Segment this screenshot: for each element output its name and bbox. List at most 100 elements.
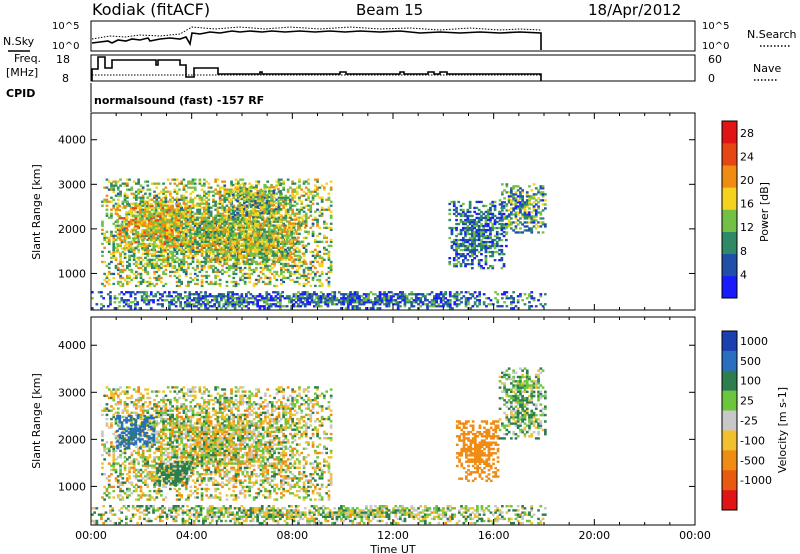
power-cell — [263, 224, 266, 227]
power-cell — [484, 220, 488, 224]
power-cell — [182, 196, 186, 199]
power-cell — [261, 272, 265, 276]
power-cell — [279, 226, 282, 229]
power-cell — [128, 250, 131, 253]
power-cell — [141, 217, 144, 220]
power-cell — [484, 255, 488, 258]
power-cell — [286, 270, 290, 274]
power-cell — [482, 244, 485, 248]
power-cell — [329, 268, 333, 272]
power-cell — [239, 276, 242, 280]
power-cell — [534, 211, 538, 214]
power-cell — [229, 201, 233, 205]
power-cell — [254, 246, 257, 249]
power-cell — [276, 297, 280, 300]
power-cell — [318, 264, 322, 268]
power-cell — [218, 202, 222, 205]
power-cell — [186, 301, 189, 304]
power-cell — [267, 205, 271, 209]
power-cell — [314, 256, 317, 259]
power-cell — [205, 280, 208, 284]
power-cell — [128, 264, 131, 268]
power-cell — [294, 295, 298, 298]
power-cell — [473, 253, 476, 256]
power-cell — [220, 218, 223, 221]
power-cell — [241, 278, 245, 282]
power-cell — [132, 262, 136, 266]
power-cell — [327, 280, 331, 284]
power-cell — [91, 297, 94, 300]
power-cell — [276, 244, 280, 247]
power-cell — [295, 276, 299, 280]
power-cell — [267, 303, 271, 306]
power-cell — [109, 291, 112, 294]
power-cell — [281, 246, 284, 249]
power-cell — [462, 238, 465, 242]
power-cell — [288, 234, 291, 237]
power-cell — [221, 204, 224, 207]
power-cell — [484, 236, 488, 240]
power-cell — [290, 232, 293, 235]
power-cell — [132, 194, 136, 197]
power-cell — [217, 244, 221, 247]
power-cell — [139, 200, 143, 203]
power-cell — [304, 224, 308, 227]
power-cell — [114, 194, 118, 197]
power-cell — [220, 240, 223, 243]
power-cell — [182, 234, 186, 237]
power-cell — [523, 211, 527, 214]
power-cell — [502, 206, 506, 210]
power-cell — [154, 231, 158, 234]
power-cell — [274, 305, 278, 308]
power-cell — [276, 301, 280, 304]
power-cell — [173, 258, 177, 261]
power-cell — [145, 231, 149, 234]
power-cell — [191, 232, 195, 235]
power-cell — [539, 225, 543, 228]
power-cell — [123, 252, 127, 255]
power-cell — [140, 299, 144, 302]
power-cell — [160, 248, 163, 251]
power-cell — [254, 199, 257, 203]
power-cell — [310, 297, 314, 300]
power-cell — [269, 238, 273, 241]
power-cell — [141, 194, 145, 197]
power-cell — [179, 297, 182, 300]
power-cell — [212, 228, 215, 231]
power-cell — [211, 222, 214, 225]
power-cell — [230, 280, 233, 284]
cpid-text: normalsound (fast) -157 RF — [94, 94, 264, 107]
power-cell — [300, 194, 304, 197]
power-cell — [521, 201, 524, 204]
power-cell — [125, 243, 128, 246]
power-cell — [164, 268, 168, 272]
power-cell — [170, 213, 174, 216]
power-cell — [280, 178, 283, 181]
power-cell — [255, 180, 258, 183]
power-cell — [258, 293, 262, 296]
power-cell — [274, 299, 278, 302]
power-cell — [314, 266, 317, 270]
power-cell — [532, 207, 536, 210]
power-cell — [175, 268, 179, 272]
power-cell — [304, 186, 308, 189]
power-cell — [211, 299, 214, 302]
power-cell — [178, 248, 181, 251]
power-cell — [249, 293, 253, 296]
power-cell — [248, 274, 251, 278]
power-cell — [277, 274, 281, 278]
power-cell — [277, 180, 281, 183]
power-cell — [240, 218, 244, 221]
power-cell — [192, 299, 196, 302]
power-cell — [230, 180, 233, 183]
power-cell — [238, 183, 242, 187]
power-cell — [455, 250, 458, 254]
power-cell — [245, 254, 248, 257]
power-cell — [178, 182, 181, 185]
power-cell — [480, 265, 483, 268]
power-cell — [149, 291, 153, 294]
power-cell — [199, 297, 203, 300]
power-cell — [233, 187, 237, 191]
power-cell — [236, 262, 239, 265]
power-cell — [223, 192, 227, 195]
